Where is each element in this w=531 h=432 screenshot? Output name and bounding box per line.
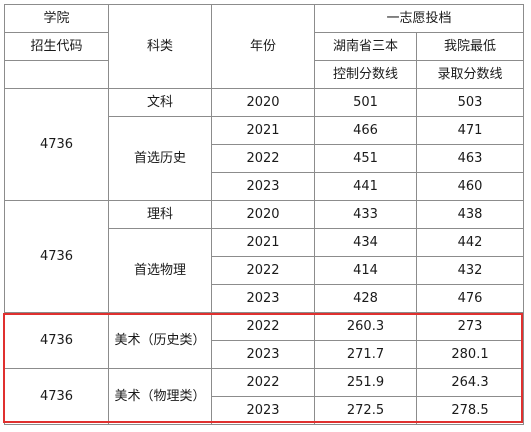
subject-header: 科类 <box>108 4 212 89</box>
table-row: 首选历史 2021 466 471 <box>5 116 524 201</box>
code-header: 招生代码 <box>4 32 109 61</box>
min-score-cell: 442 <box>416 228 524 257</box>
min-score-cell: 463 <box>416 144 524 173</box>
header-row-1: 学院 科类 年份 一志愿投档 <box>4 4 524 89</box>
admission-code-cell: 4736 <box>4 368 109 425</box>
admission-code-cell: 4736 <box>4 200 109 313</box>
header-row-3: 控制分数线 录取分数线 <box>4 60 524 89</box>
table-row: 2023 428 476 <box>5 284 524 313</box>
admission-score-table-container: 学院 科类 年份 一志愿投档 招生代码 湖南省三本 我院最低 控制分数线 录取分… <box>4 4 524 425</box>
min-score-cell: 438 <box>416 200 524 229</box>
admission-code-cell: 4736 <box>4 312 109 369</box>
year-cell: 2022 <box>211 312 315 341</box>
year-cell: 2021 <box>211 228 315 257</box>
year-cell: 2022 <box>211 256 315 285</box>
year-cell: 2020 <box>211 200 315 229</box>
year-cell: 2022 <box>211 368 315 397</box>
min-score-cell: 432 <box>416 256 524 285</box>
min-score-cell: 280.1 <box>416 340 524 369</box>
control-line-header-b: 控制分数线 <box>314 60 417 89</box>
control-score-cell: 451 <box>314 144 417 173</box>
control-score-cell: 272.5 <box>314 396 417 425</box>
min-line-header-a: 我院最低 <box>416 32 524 61</box>
subject-cell: 美术（物理类） <box>108 368 212 425</box>
table-row: 4736 美术（物理类） 2022 251.9 264.3 <box>4 368 524 425</box>
code-header-blank <box>4 60 109 89</box>
table-row: 4736 文科 2020 501 503 <box>4 88 524 201</box>
table-row: 2022 451 463 <box>5 144 524 173</box>
control-score-cell: 434 <box>314 228 417 257</box>
control-score-cell: 271.7 <box>314 340 417 369</box>
table-row: 4736 美术（历史类） 2022 260.3 273 <box>4 312 524 369</box>
control-score-cell: 414 <box>314 256 417 285</box>
control-score-cell: 428 <box>314 284 417 313</box>
min-score-cell: 264.3 <box>416 368 524 397</box>
year-cell: 2021 <box>211 116 315 145</box>
table-row: 2023 272.5 278.5 <box>5 396 524 425</box>
control-score-cell: 501 <box>314 88 417 117</box>
admission-score-table: 学院 科类 年份 一志愿投档 招生代码 湖南省三本 我院最低 控制分数线 录取分… <box>4 4 524 425</box>
admission-code-cell: 4736 <box>4 88 109 201</box>
table-row: 2023 271.7 280.1 <box>5 340 524 369</box>
year-cell: 2020 <box>211 88 315 117</box>
header-row-2: 招生代码 湖南省三本 我院最低 <box>4 32 524 61</box>
subject-cell: 文科 <box>108 88 212 117</box>
table-row: 2023 441 460 <box>5 172 524 201</box>
control-score-cell: 441 <box>314 172 417 201</box>
year-cell: 2023 <box>211 172 315 201</box>
min-line-header-b: 录取分数线 <box>416 60 524 89</box>
min-score-cell: 476 <box>416 284 524 313</box>
control-line-header-a: 湖南省三本 <box>314 32 417 61</box>
subject-cell: 首选物理 <box>108 228 212 313</box>
year-cell: 2022 <box>211 144 315 173</box>
year-cell: 2023 <box>211 284 315 313</box>
subject-cell: 理科 <box>108 200 212 229</box>
min-score-cell: 278.5 <box>416 396 524 425</box>
min-score-cell: 460 <box>416 172 524 201</box>
year-cell: 2023 <box>211 340 315 369</box>
control-score-cell: 466 <box>314 116 417 145</box>
first-choice-header: 一志愿投档 <box>314 4 524 33</box>
min-score-cell: 503 <box>416 88 524 117</box>
subject-cell: 首选历史 <box>108 116 212 201</box>
year-cell: 2023 <box>211 396 315 425</box>
control-score-cell: 251.9 <box>314 368 417 397</box>
control-score-cell: 433 <box>314 200 417 229</box>
table-row: 4736 理科 2020 433 438 <box>4 200 524 313</box>
school-header: 学院 <box>4 4 109 33</box>
min-score-cell: 273 <box>416 312 524 341</box>
year-header: 年份 <box>211 4 315 89</box>
control-score-cell: 260.3 <box>314 312 417 341</box>
min-score-cell: 471 <box>416 116 524 145</box>
subject-cell: 美术（历史类） <box>108 312 212 369</box>
